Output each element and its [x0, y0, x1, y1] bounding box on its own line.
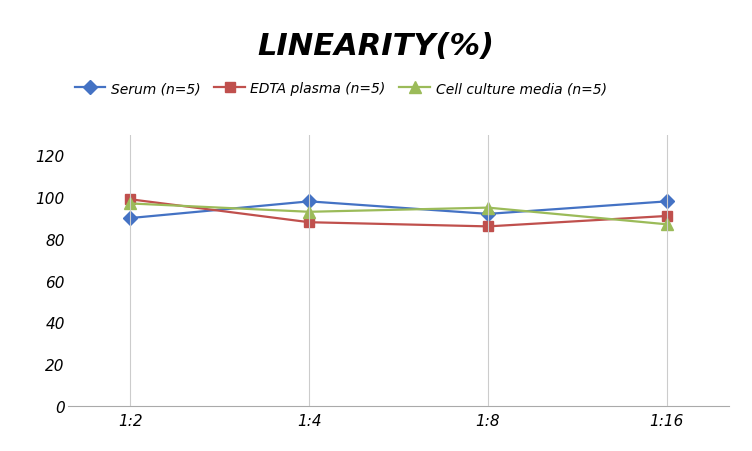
Line: Cell culture media (n=5): Cell culture media (n=5) — [125, 198, 672, 230]
Serum (n=5) — [126, 216, 135, 221]
Cell culture media (n=5) — [305, 210, 314, 215]
Legend: Serum (n=5), EDTA plasma (n=5), Cell culture media (n=5): Serum (n=5), EDTA plasma (n=5), Cell cul… — [74, 82, 607, 96]
EDTA plasma (n=5) — [663, 214, 672, 219]
Text: LINEARITY(%): LINEARITY(%) — [257, 32, 495, 60]
Serum (n=5) — [305, 199, 314, 205]
Cell culture media (n=5) — [663, 222, 672, 227]
Serum (n=5) — [663, 199, 672, 205]
EDTA plasma (n=5) — [484, 224, 493, 230]
Serum (n=5) — [484, 212, 493, 217]
Line: EDTA plasma (n=5): EDTA plasma (n=5) — [126, 195, 672, 232]
Line: Serum (n=5): Serum (n=5) — [126, 197, 672, 223]
EDTA plasma (n=5) — [305, 220, 314, 226]
Cell culture media (n=5) — [484, 206, 493, 211]
Cell culture media (n=5) — [126, 201, 135, 207]
EDTA plasma (n=5) — [126, 197, 135, 202]
